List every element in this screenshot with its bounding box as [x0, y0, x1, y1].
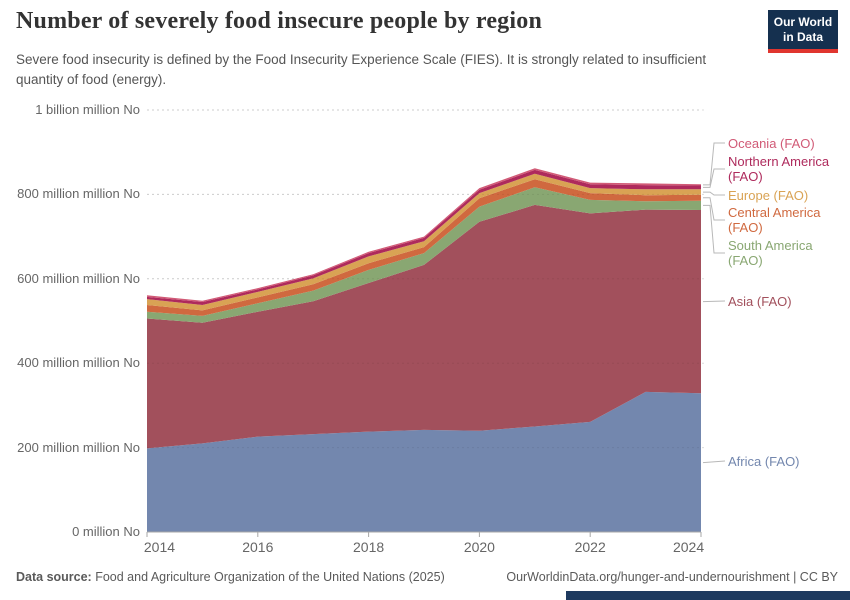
legend-connector	[703, 204, 725, 254]
legend-item-northern-america-fao[interactable]: Northern America (FAO)	[728, 154, 830, 185]
legend-item-oceania-fao[interactable]: Oceania (FAO)	[728, 136, 815, 151]
legend-item-africa-fao[interactable]: Africa (FAO)	[728, 454, 800, 469]
chart-footer: Data source: Food and Agriculture Organi…	[16, 570, 838, 584]
y-tick-label: 400 million million No	[17, 355, 140, 371]
area-asia-fao[interactable]	[147, 204, 701, 449]
x-tick-label: 2014	[143, 539, 176, 555]
x-tick-label: 2020	[463, 539, 495, 555]
owid-logo-accent	[768, 49, 838, 53]
legend-connector	[703, 197, 725, 221]
area-south-america-fao[interactable]	[147, 187, 701, 323]
legend-item-south-america-fao[interactable]: South America (FAO)	[728, 238, 813, 269]
legend-connector	[703, 142, 725, 186]
bottom-bar	[566, 591, 850, 600]
area-central-america-fao[interactable]	[147, 179, 701, 316]
legend-connector	[702, 460, 726, 464]
legend-item-europe-fao[interactable]: Europe (FAO)	[728, 188, 809, 203]
x-tick-label: 2018	[353, 539, 385, 555]
x-tick-label: 2022	[574, 539, 606, 555]
legend-item-asia-fao[interactable]: Asia (FAO)	[728, 294, 792, 309]
y-tick-label: 200 million million No	[17, 439, 140, 455]
legend-connector	[702, 300, 726, 303]
owid-logo-line2: in Data	[782, 30, 823, 44]
legend-connector	[703, 168, 725, 188]
page-title: Number of severely food insecure people …	[16, 8, 542, 34]
legend-connector	[703, 191, 725, 196]
page-subtitle: Severe food insecurity is defined by the…	[16, 52, 707, 88]
y-tick-label: 0 million No	[72, 524, 140, 539]
owid-logo-line1: Our World	[773, 15, 833, 29]
y-tick-label: 1 billion million No	[35, 102, 140, 117]
data-source-text: Food and Agriculture Organization of the…	[95, 570, 445, 584]
area-europe-fao[interactable]	[147, 173, 701, 311]
data-source-label: Data source:	[16, 570, 92, 584]
y-tick-label: 600 million million No	[17, 270, 140, 286]
legend-item-central-america-fao[interactable]: Central America (FAO)	[728, 205, 821, 236]
y-tick-label: 800 million million No	[17, 186, 140, 202]
credit-line: OurWorldinData.org/hunger-and-undernouri…	[506, 570, 838, 584]
data-source: Data source: Food and Agriculture Organi…	[16, 570, 445, 584]
owid-logo: Our World in Data	[768, 10, 838, 53]
x-tick-label: 2024	[672, 539, 705, 555]
x-tick-label: 2016	[242, 539, 274, 555]
area-africa-fao[interactable]	[147, 391, 701, 532]
